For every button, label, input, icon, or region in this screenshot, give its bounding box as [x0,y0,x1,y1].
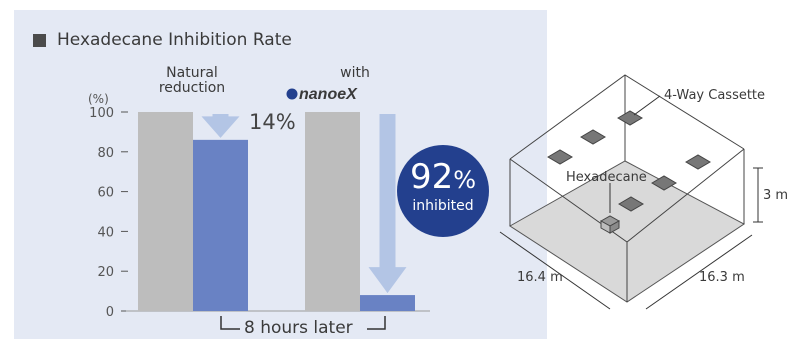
nanoe-logo: nanoeX [286,86,358,103]
reduction-label-natural: 14% [249,110,296,134]
reduction-arrow-1 [368,114,407,294]
inhibition-value: 92% [409,157,477,197]
cassette-4 [651,175,677,191]
bar-before-1 [305,112,360,311]
logo-text: nanoeX [299,86,358,103]
reduction-arrow-0 [201,114,240,138]
height-label: 3 m [763,188,789,203]
cassette-3 [547,149,573,165]
group-label-with: with [300,66,410,81]
y-tick-label: 40 [97,225,114,240]
cassette-2 [580,129,606,145]
time-bracket-right [367,316,386,330]
bar-after-1 [360,295,415,311]
y-axis-unit: (%) [88,92,109,106]
time-bracket-left [220,316,240,330]
cassette-label: 4-Way Cassette [664,88,766,103]
y-tick-label: 20 [97,265,114,280]
width-label: 16.3 m [699,270,745,285]
dim-width-line [645,234,753,310]
y-tick-label: 60 [97,186,114,201]
y-tick-label: 80 [97,146,114,161]
cassette-leader [633,95,661,116]
y-tick-label: 0 [106,305,114,320]
chart-title: Hexadecane Inhibition Rate [33,30,292,50]
inhibition-note: inhibited [412,198,474,214]
inhibition-badge: 92% inhibited [397,145,489,237]
group-label-with-text: with [340,65,370,81]
hexadecane-source-right [609,220,620,234]
hexadecane-label: Hexadecane [566,170,647,185]
room-diagram [499,74,763,310]
bar-before-0 [138,112,193,311]
group-label-natural-line1: Natural [166,65,218,81]
title-text: Hexadecane Inhibition Rate [57,30,292,50]
cassette-6 [618,196,644,212]
dim-length-line [499,231,611,310]
group-label-natural-line2: reduction [158,80,226,96]
cassette-5 [685,154,711,170]
y-tick-label: 100 [89,106,114,121]
logo-dot [286,88,298,100]
length-label: 16.4 m [517,270,563,285]
bar-after-0 [193,139,248,311]
cassette-1 [617,110,643,126]
group-label-natural: Natural reduction [136,66,248,96]
title-marker [33,33,46,47]
time-label: 8 hours later [244,318,353,338]
